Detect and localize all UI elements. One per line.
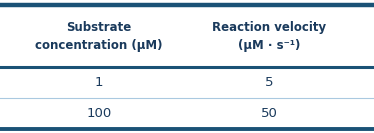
Text: 1: 1 — [95, 76, 103, 89]
Text: Substrate: Substrate — [67, 21, 132, 34]
Text: 5: 5 — [265, 76, 273, 89]
Text: 100: 100 — [86, 107, 112, 120]
Text: 50: 50 — [261, 107, 278, 120]
Text: (μM · s⁻¹): (μM · s⁻¹) — [238, 39, 300, 52]
Text: Reaction velocity: Reaction velocity — [212, 21, 327, 34]
Text: concentration (μM): concentration (μM) — [36, 39, 163, 52]
